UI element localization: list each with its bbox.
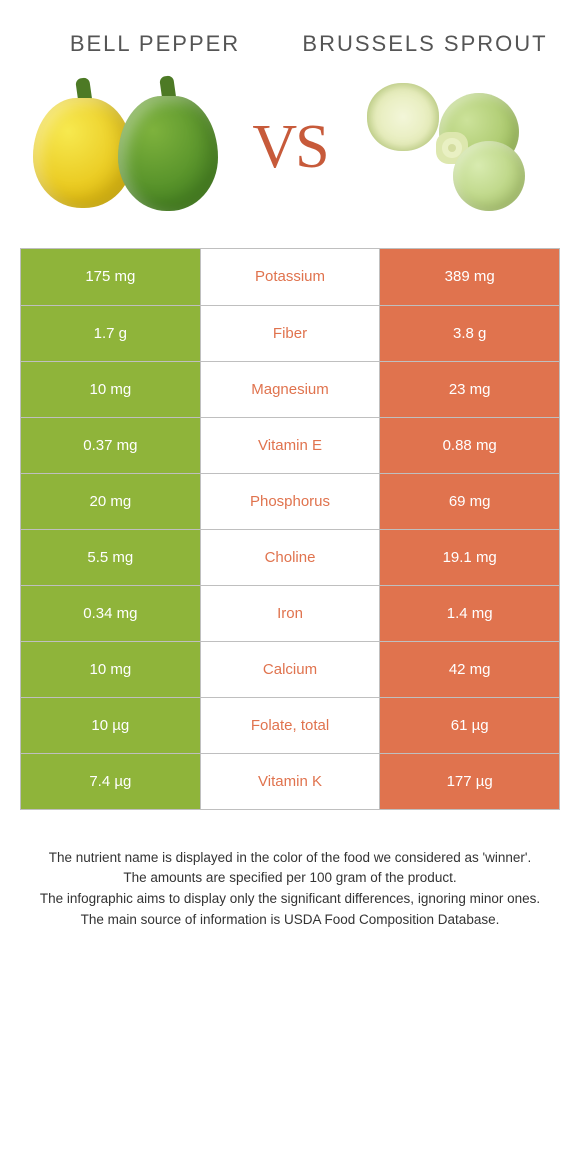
table-row: 20 mgPhosphorus69 mg [21,473,559,529]
nutrient-name-cell: Magnesium [201,361,380,417]
table-row: 0.34 mgIron1.4 mg [21,585,559,641]
footnote-line: The amounts are specified per 100 gram o… [30,868,550,889]
right-value-cell: 61 µg [379,697,559,753]
right-food-image [344,83,560,213]
right-value-cell: 23 mg [379,361,559,417]
left-value-cell: 0.34 mg [21,585,201,641]
nutrient-name-cell: Vitamin K [201,753,380,809]
hero-row: VS [0,58,580,248]
nutrient-name-cell: Folate, total [201,697,380,753]
left-value-cell: 5.5 mg [21,529,201,585]
nutrient-name-cell: Vitamin E [201,417,380,473]
header: Bell pepper Brussels sprout [0,0,580,58]
left-food-title: Bell pepper [20,30,290,58]
table-row: 7.4 µgVitamin K177 µg [21,753,559,809]
table-row: 10 µgFolate, total61 µg [21,697,559,753]
footnote-line: The main source of information is USDA F… [30,910,550,931]
left-value-cell: 1.7 g [21,305,201,361]
vs-label: VS [246,112,333,183]
left-value-cell: 10 mg [21,361,201,417]
right-value-cell: 1.4 mg [379,585,559,641]
footnotes: The nutrient name is displayed in the co… [30,848,550,932]
nutrient-name-cell: Potassium [201,249,380,305]
table-row: 0.37 mgVitamin E0.88 mg [21,417,559,473]
right-value-cell: 3.8 g [379,305,559,361]
table-row: 10 mgMagnesium23 mg [21,361,559,417]
left-value-cell: 20 mg [21,473,201,529]
left-value-cell: 7.4 µg [21,753,201,809]
left-value-cell: 10 mg [21,641,201,697]
left-value-cell: 175 mg [21,249,201,305]
left-value-cell: 10 µg [21,697,201,753]
nutrient-name-cell: Calcium [201,641,380,697]
left-value-cell: 0.37 mg [21,417,201,473]
comparison-table: 175 mgPotassium389 mg1.7 gFiber3.8 g10 m… [20,248,560,810]
footnote-line: The nutrient name is displayed in the co… [30,848,550,869]
table-row: 175 mgPotassium389 mg [21,249,559,305]
right-value-cell: 0.88 mg [379,417,559,473]
right-value-cell: 19.1 mg [379,529,559,585]
table-row: 10 mgCalcium42 mg [21,641,559,697]
right-value-cell: 177 µg [379,753,559,809]
right-value-cell: 389 mg [379,249,559,305]
footnote-line: The infographic aims to display only the… [30,889,550,910]
nutrient-name-cell: Iron [201,585,380,641]
right-value-cell: 69 mg [379,473,559,529]
nutrient-name-cell: Fiber [201,305,380,361]
left-food-image [20,78,236,218]
table-row: 1.7 gFiber3.8 g [21,305,559,361]
nutrient-name-cell: Choline [201,529,380,585]
nutrient-name-cell: Phosphorus [201,473,380,529]
bell-pepper-icon [33,78,223,218]
header-right: Brussels sprout [290,30,560,58]
table-row: 5.5 mgCholine19.1 mg [21,529,559,585]
right-value-cell: 42 mg [379,641,559,697]
header-left: Bell pepper [20,30,290,58]
right-food-title: Brussels sprout [290,30,560,58]
brussels-sprout-icon [367,83,537,213]
